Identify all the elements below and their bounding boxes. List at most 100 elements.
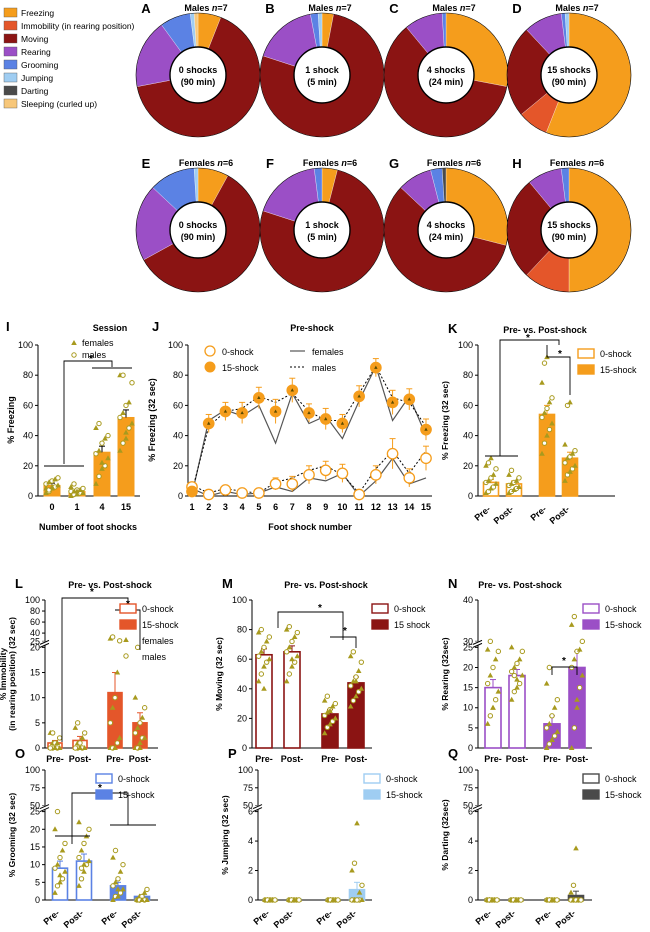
y-tick-label: 0 [242,743,247,753]
y-tick-label: 20 [30,642,40,652]
y-tick-label: 100 [238,765,253,775]
data-point-male [76,854,82,861]
data-point-female [347,653,354,659]
data-point-female [321,730,328,736]
y-tick-label: 60 [237,654,247,664]
significance-bracket [115,609,141,650]
data-point-female [81,868,87,874]
panel-letter-K: K [448,321,458,336]
data-point-female [59,847,66,853]
x-tick-label: 3 [223,502,228,512]
legend-swatch [582,789,600,800]
pie-title-sex-C: Males [432,3,460,13]
bar [347,682,365,749]
data-point-male [255,653,262,659]
y-tick-label: 80 [30,606,40,616]
data-point-female [549,897,555,902]
data-point-female [544,432,550,438]
legend-swatch-moving [3,33,18,44]
pie-title-n-B: n [336,3,342,13]
data-point-female [359,897,365,902]
legend-label: 15-shock [600,365,637,375]
legend-swatch [582,603,600,614]
data-point-female [96,447,102,453]
data-point-male [112,847,119,854]
panel-letter-G: G [389,156,399,171]
pie-title-sex-B: Males [308,3,336,13]
panel-title: Pre- vs. Post-shock [68,580,153,590]
data-point-female [115,893,121,899]
axis-break-gap [474,805,482,810]
x-tick-label: Post- [129,754,152,764]
data-point-female [267,897,273,902]
data-point-male [74,720,81,726]
data-point-female [513,477,520,483]
legend-label: males [312,363,337,373]
x-tick-label: Post- [281,754,304,764]
data-point-male [105,432,111,439]
legend-swatch-immobility [3,20,18,31]
data-point-male [55,475,61,481]
x-tick-label: 11 [354,502,364,512]
y-tick-label: 10 [30,860,40,870]
data-point-female-marker [340,421,345,425]
data-point-female-marker [257,395,261,400]
pie-hole-C [417,46,475,104]
y-axis-label: % Rearing (32sec) [440,637,450,710]
data-point-female [519,672,526,678]
data-point-female [141,734,148,740]
legend-marker-0-shock [204,345,216,357]
panel-m-moving: 0 20 40 60 80 100 M Pre- vs. Post-shock % Moving… [214,576,431,764]
pie-center-line1-C: 4 shocks [427,65,466,75]
data-point-female [573,845,579,851]
y-axis-label: % Jumping (32 sec) [220,795,230,875]
data-point-female [541,409,548,415]
y-tick-label: 50 [463,801,473,811]
legend-swatch-darting [3,85,18,96]
x-tick-label: 13 [388,502,398,512]
data-point-male [134,644,141,651]
bar [484,686,502,749]
data-point-0-shock [202,488,215,501]
pie-title-sex-D: Males [555,3,583,13]
data-point-male [81,730,88,736]
data-point-female-marker [307,410,311,415]
significance-star: * [90,587,94,598]
x-tick-label: Pre- [484,754,502,764]
y-tick-label: 0 [28,491,33,501]
legend-label: males [142,652,167,662]
x-tick-label: Post- [345,754,368,764]
data-point-male [57,854,63,861]
data-point-male [539,414,545,421]
data-point-female [355,668,362,674]
data-point-female [506,471,512,477]
axis-break-mark [39,804,50,810]
legend-swatch-freezing [3,7,18,18]
data-point-male [286,623,293,630]
y-tick-label: 100 [25,765,40,775]
data-point-male [80,485,86,492]
data-point-female [81,861,87,867]
data-point-male [335,897,341,903]
y-tick-label: 6 [468,807,473,817]
legend-label: 0-shock [394,604,426,614]
data-point-female [283,678,290,684]
data-point-female [568,745,575,750]
data-point-female [263,638,270,644]
data-point-0-shock [269,478,282,490]
x-tick-label: Pre- [99,908,119,927]
data-point-female [516,483,522,489]
data-point-female [543,745,550,750]
pie-hole-H [540,201,598,259]
data-point-male [289,638,295,645]
data-point-female [261,663,267,669]
significance-bracket [330,636,357,648]
legend-swatch [577,348,595,359]
y-tick-label: 40 [23,431,33,441]
legend-label: 0-shock [605,774,637,784]
data-point-male [47,745,54,751]
data-point-female [74,491,80,497]
pie-center-line1-A: 0 shocks [179,65,218,75]
data-point-male [546,741,553,747]
